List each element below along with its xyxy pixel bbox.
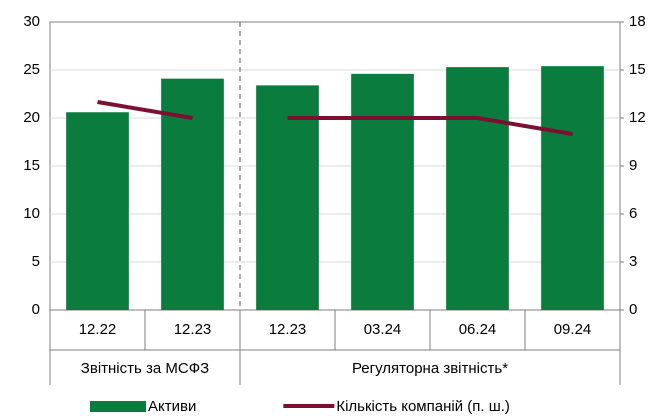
x-tick-label: 12.23 <box>269 321 307 338</box>
y-tick-label: 15 <box>23 157 40 174</box>
line-series <box>287 116 573 136</box>
line-series <box>97 100 193 120</box>
y-tick-label: 20 <box>23 109 40 126</box>
y2-tick-label: 12 <box>629 109 646 126</box>
bar <box>256 85 319 310</box>
bar <box>541 66 604 310</box>
x-tick-label: 06.24 <box>459 321 497 338</box>
y2-tick-label: 3 <box>629 253 637 270</box>
y-tick-label: 10 <box>23 205 40 222</box>
x-tick-label: 12.22 <box>79 321 117 338</box>
y2-tick-label: 0 <box>629 301 637 318</box>
legend-swatch <box>90 401 146 412</box>
y-tick-label: 5 <box>32 253 40 270</box>
group-label: Звітність за МСФЗ <box>81 360 209 377</box>
bar <box>351 73 414 310</box>
y2-tick-label: 15 <box>629 61 646 78</box>
y-tick-label: 30 <box>23 13 40 30</box>
bar <box>66 112 129 311</box>
group-label: Регуляторна звітність* <box>352 360 508 377</box>
x-tick-label: 12.23 <box>174 321 212 338</box>
x-tick-label: 03.24 <box>364 321 402 338</box>
bar <box>446 67 509 311</box>
y-tick-label: 25 <box>23 61 40 78</box>
y2-tick-label: 9 <box>629 157 637 174</box>
y-tick-label: 0 <box>32 301 40 318</box>
legend-label: Кількість компаній (п. ш.) <box>336 398 510 415</box>
y2-tick-label: 6 <box>629 205 637 222</box>
legend-label: Активи <box>148 398 196 415</box>
y2-tick-label: 18 <box>629 13 646 30</box>
x-tick-label: 09.24 <box>554 321 592 338</box>
